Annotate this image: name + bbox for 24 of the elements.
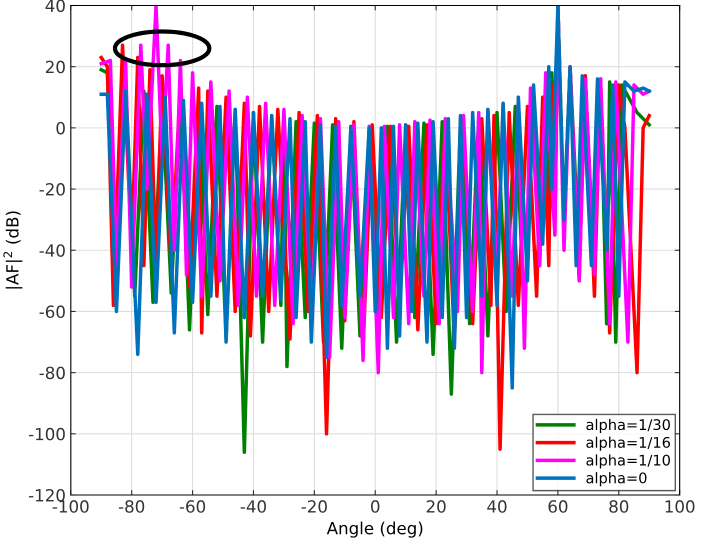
y-tick-label: -20 <box>40 183 65 196</box>
x-tick-label: -60 <box>180 500 206 513</box>
x-tick-label: 80 <box>609 500 628 513</box>
y-tick-label: 20 <box>46 60 65 74</box>
x-tick-label: -20 <box>302 500 327 513</box>
x-tick-label: -80 <box>118 500 144 513</box>
x-tick-label: 60 <box>548 500 568 513</box>
x-tick-label: -40 <box>240 500 266 513</box>
legend-label: alpha=1/30 <box>586 418 670 433</box>
x-tick-label: 100 <box>666 500 694 513</box>
y-tick-label: 0 <box>56 122 65 134</box>
y-tick-label: -60 <box>40 305 65 318</box>
legend-label: alpha=1/10 <box>586 454 670 468</box>
legend-label: alpha=1/16 <box>586 436 670 451</box>
y-tick-label: -40 <box>40 244 65 257</box>
x-tick-label: 40 <box>487 500 507 513</box>
x-axis-title: Angle (deg) <box>326 522 422 538</box>
y-tick-label: -100 <box>28 428 65 440</box>
x-tick-label: 0 <box>371 500 380 513</box>
y-tick-label: -80 <box>40 366 65 380</box>
legend-label: alpha=0 <box>586 472 646 486</box>
x-tick-label: 20 <box>426 500 446 513</box>
y-tick-label: -120 <box>28 488 65 502</box>
y-axis-title: |AF|$^{2}$ (dB) <box>3 211 22 288</box>
